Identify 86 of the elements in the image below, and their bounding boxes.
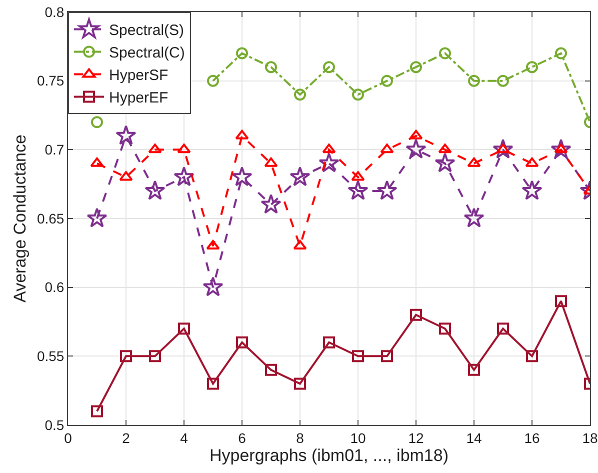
point	[468, 364, 480, 376]
point	[264, 157, 278, 167]
point	[409, 130, 423, 140]
legend-label: HyperEF	[109, 90, 168, 107]
x-tick-label: 14	[466, 430, 482, 446]
point	[438, 144, 452, 154]
point	[293, 240, 307, 250]
x-tick-label: 8	[296, 430, 304, 446]
y-tick-label: 0.65	[36, 210, 64, 226]
point	[236, 47, 248, 60]
point	[406, 138, 426, 159]
point	[439, 322, 451, 335]
point	[148, 144, 162, 154]
y-tick-label: 0.6	[44, 279, 64, 296]
point	[86, 208, 108, 228]
point	[555, 295, 567, 308]
x-tick-label: 0	[64, 430, 72, 446]
point	[91, 405, 103, 418]
x-tick-label: 6	[238, 430, 246, 446]
point	[206, 240, 220, 250]
legend-label: HyperSF	[109, 67, 168, 84]
point	[467, 157, 481, 167]
point	[178, 322, 190, 335]
point	[144, 180, 166, 200]
point	[294, 88, 306, 101]
point	[352, 88, 364, 101]
point	[351, 171, 365, 181]
point	[116, 125, 136, 145]
point	[348, 180, 368, 200]
y-tick-label: 0.55	[36, 348, 64, 364]
point	[522, 180, 542, 200]
point	[91, 116, 103, 128]
point	[318, 152, 340, 172]
y-axis-title: Average Conductance	[10, 134, 30, 302]
point	[322, 144, 336, 154]
point	[177, 144, 191, 154]
x-tick-label: 18	[582, 430, 598, 446]
point	[120, 350, 132, 362]
point	[555, 47, 567, 60]
point	[381, 74, 393, 87]
point	[119, 171, 133, 181]
point	[380, 144, 394, 154]
y-tick-label: 0.5	[44, 416, 64, 433]
y-tick-label: 0.8	[44, 4, 64, 20]
point	[381, 350, 393, 362]
x-tick-label: 4	[180, 430, 188, 446]
point	[352, 350, 364, 362]
point	[376, 180, 398, 200]
point	[439, 47, 451, 60]
point	[410, 308, 422, 321]
legend-label: Spectral(C)	[109, 44, 185, 62]
point	[526, 61, 538, 74]
point	[468, 74, 480, 87]
point	[323, 336, 335, 348]
x-tick-label: 2	[122, 430, 130, 446]
point	[149, 350, 161, 362]
point	[235, 130, 249, 140]
point	[294, 378, 306, 390]
point	[265, 364, 277, 376]
point	[550, 138, 572, 159]
point	[236, 336, 248, 348]
point	[497, 322, 509, 335]
point	[260, 194, 282, 214]
point	[323, 61, 335, 74]
point	[265, 61, 277, 74]
point	[202, 276, 224, 296]
y-tick-label: 0.7	[44, 142, 64, 158]
point	[525, 157, 539, 167]
point	[497, 74, 509, 87]
point	[434, 152, 456, 172]
point	[207, 74, 219, 87]
point	[492, 138, 514, 159]
point	[90, 157, 104, 167]
x-tick-label: 16	[524, 430, 540, 446]
point	[174, 166, 194, 186]
y-tick-label: 0.75	[36, 72, 64, 89]
x-axis-title: Hypergraphs (ibm01, ..., ibm18)	[209, 446, 449, 466]
point	[526, 350, 538, 362]
point	[464, 208, 484, 228]
point	[290, 166, 310, 186]
point	[232, 166, 252, 186]
point	[207, 378, 219, 390]
x-tick-label: 10	[350, 430, 366, 446]
legend-label: Spectral(S)	[109, 22, 184, 40]
x-tick-label: 12	[408, 430, 424, 446]
point	[410, 61, 422, 74]
